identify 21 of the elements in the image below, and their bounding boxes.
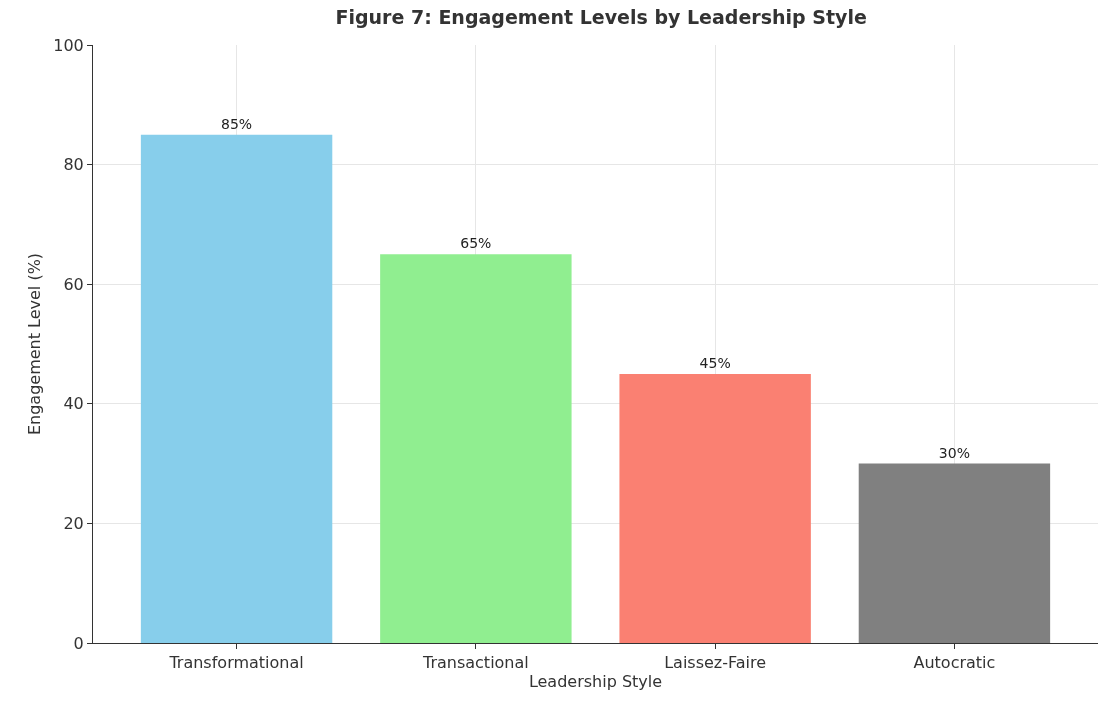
data-label: 30% (938, 444, 970, 461)
y-tick-label: 100 (53, 35, 84, 55)
y-tick-label: 20 (63, 514, 84, 533)
x-tick-label: Laissez-Faire (664, 653, 767, 673)
bar (380, 254, 572, 643)
data-label: 85% (221, 115, 253, 132)
x-tick-label: Autocratic (913, 653, 996, 673)
data-label: 45% (699, 354, 731, 371)
x-tick-label: Transactional (421, 653, 529, 673)
chart-title: Figure 7: Engagement Levels by Leadership Style (335, 5, 867, 28)
y-tick-label: 80 (63, 155, 84, 175)
x-tick-label: Transformational (168, 653, 304, 673)
bar (619, 373, 811, 643)
y-axis-title: Engagement Level (%) (25, 252, 45, 436)
y-tick-label: 0 (73, 633, 84, 653)
y-tick-label: 60 (63, 274, 84, 294)
data-label: 65% (460, 235, 492, 252)
y-tick-label: 40 (63, 394, 84, 414)
x-axis-title: Leadership Style (528, 671, 663, 691)
bar (140, 134, 333, 643)
bar (858, 463, 1051, 643)
